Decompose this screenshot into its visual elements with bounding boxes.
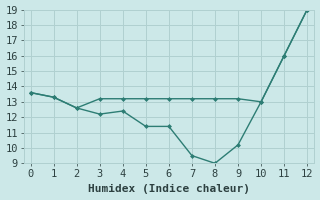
X-axis label: Humidex (Indice chaleur): Humidex (Indice chaleur) — [88, 184, 250, 194]
